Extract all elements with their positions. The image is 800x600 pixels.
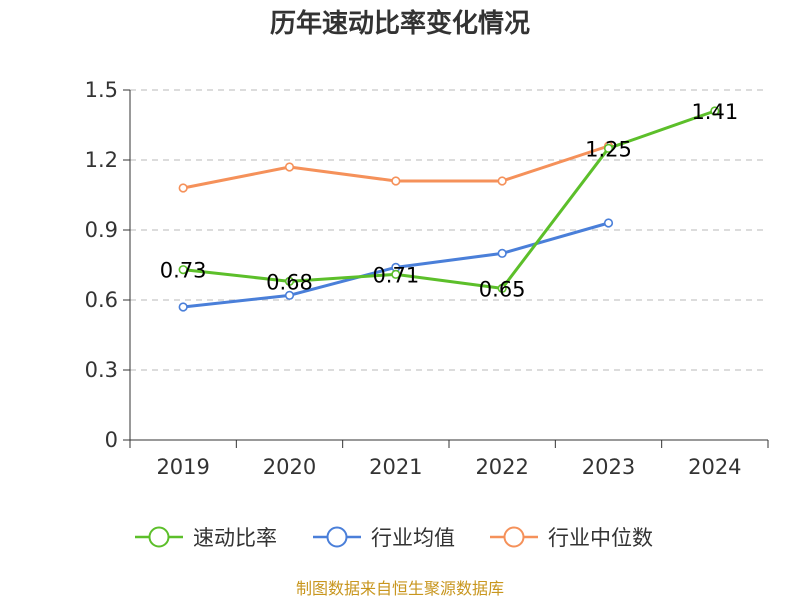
- y-tick-label: 0.3: [85, 358, 118, 382]
- data-point: [391, 176, 401, 186]
- data-label: 0.73: [160, 259, 207, 283]
- y-tick-label: 0.9: [85, 218, 118, 242]
- x-tick-label: 2020: [263, 455, 316, 479]
- data-point: [603, 218, 614, 228]
- data-point: [178, 183, 188, 193]
- x-tick-label: 2022: [475, 455, 528, 479]
- legend-label: 行业均值: [371, 526, 455, 550]
- data-point: [178, 302, 188, 312]
- data-point: [497, 248, 507, 258]
- chart-title: 历年速动比率变化情况: [270, 8, 530, 39]
- data-point: [710, 106, 720, 116]
- y-tick-label: 1.5: [85, 78, 118, 102]
- x-tick-label: 2021: [369, 455, 422, 479]
- data-point: [497, 283, 507, 293]
- data-label: 0.71: [372, 263, 419, 287]
- data-point: [178, 265, 188, 275]
- x-tick-label: 2024: [688, 455, 741, 479]
- x-tick-label: 2023: [582, 455, 635, 479]
- data-point: [391, 269, 401, 279]
- data-point: [497, 176, 507, 186]
- data-label: 1.25: [585, 137, 632, 161]
- legend-marker: [503, 526, 525, 548]
- y-tick-label: 1.2: [85, 148, 118, 172]
- series-line: [183, 109, 716, 290]
- legend-label: 行业中位数: [548, 526, 653, 550]
- legend-label: 速动比率: [193, 526, 277, 550]
- legend-marker: [148, 526, 170, 548]
- data-point: [603, 143, 614, 153]
- data-label: 0.68: [266, 270, 313, 294]
- y-tick-label: 0.6: [85, 288, 118, 312]
- y-tick-label: 0: [105, 428, 118, 452]
- data-label: 1.41: [691, 100, 738, 124]
- data-label: 0.65: [479, 277, 526, 301]
- source-note: 制图数据来自恒生聚源数据库: [296, 579, 504, 598]
- data-point: [284, 276, 295, 286]
- data-point: [284, 162, 295, 172]
- legend-marker: [326, 526, 348, 548]
- data-point: [284, 290, 295, 300]
- x-tick-label: 2019: [156, 455, 209, 479]
